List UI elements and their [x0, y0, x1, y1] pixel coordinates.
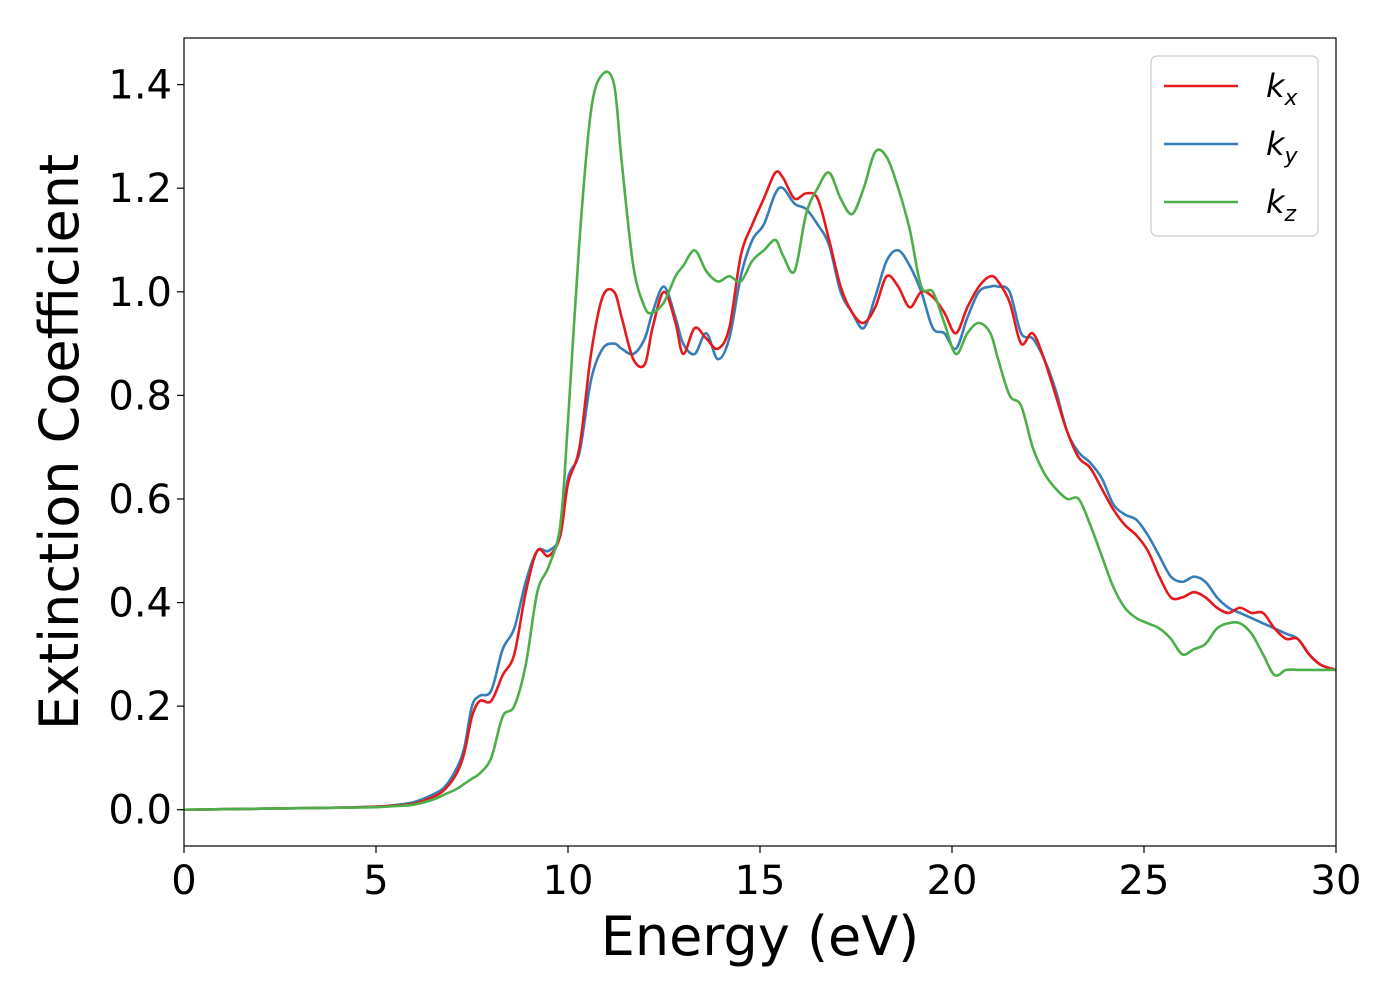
legend-label-kx: kx: [1266, 67, 1299, 111]
x-tick-label: 0: [171, 858, 196, 904]
legend: kx ky kz: [1150, 55, 1319, 237]
y-tick-label: 1.0: [108, 270, 172, 316]
y-axis: 0.0 0.2 0.4 0.6 0.8 1.0 1.2 1.4: [108, 63, 184, 834]
x-tick-label: 20: [927, 858, 978, 904]
legend-label-kz: kz: [1266, 183, 1297, 227]
y-axis-title: Extinction Coefficient: [28, 154, 91, 730]
y-tick-label: 0.2: [108, 684, 172, 730]
y-tick-label: 0.8: [108, 373, 172, 419]
x-axis: 0 5 10 15 20 25 30: [171, 846, 1361, 904]
x-tick-label: 25: [1119, 858, 1170, 904]
y-tick-label: 1.2: [108, 166, 172, 212]
x-tick-label: 15: [735, 858, 786, 904]
x-tick-label: 5: [363, 858, 388, 904]
series-line-kx: [184, 170, 1336, 812]
x-tick-label: 30: [1311, 858, 1362, 904]
plot-area: [184, 70, 1336, 812]
series-line-ky: [184, 186, 1336, 812]
x-tick-label: 10: [543, 858, 594, 904]
y-tick-label: 1.4: [108, 63, 172, 109]
y-tick-label: 0.0: [108, 788, 172, 834]
legend-box: [1150, 55, 1319, 237]
y-tick-label: 0.6: [108, 477, 172, 523]
y-tick-label: 0.4: [108, 581, 172, 627]
x-axis-title: Energy (eV): [601, 905, 920, 968]
series-line-kz: [184, 70, 1336, 812]
legend-label-ky: ky: [1266, 125, 1299, 169]
